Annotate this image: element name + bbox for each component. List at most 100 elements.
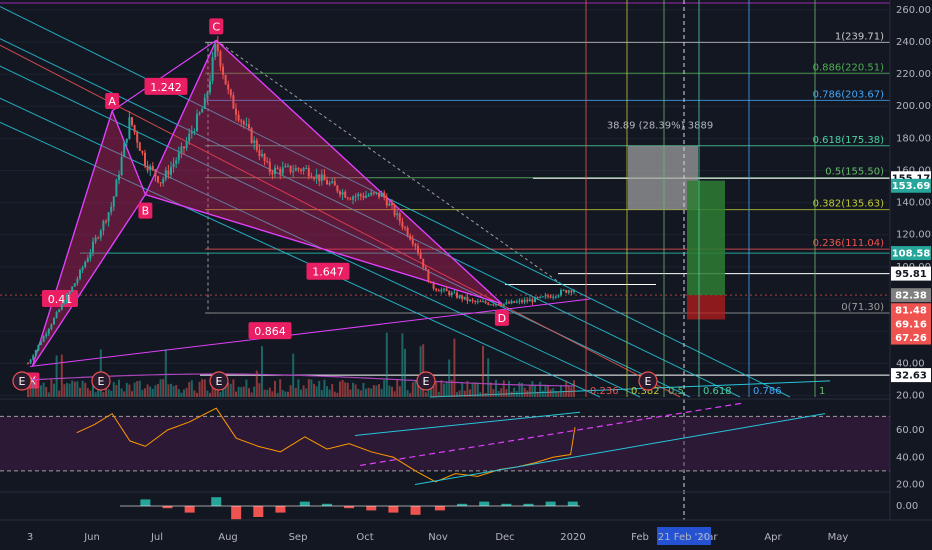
volume-bar-188 bbox=[515, 391, 518, 397]
volume-bar-141 bbox=[393, 391, 396, 397]
candle-body-28 bbox=[99, 230, 102, 238]
volume-bar-16 bbox=[68, 383, 71, 397]
volume-bar-207 bbox=[565, 380, 568, 397]
volume-bar-206 bbox=[562, 392, 565, 397]
volume-bar-8 bbox=[47, 392, 50, 397]
volume-bar-81 bbox=[237, 386, 240, 397]
candle-body-148 bbox=[411, 239, 414, 244]
volume-bar-3 bbox=[34, 379, 37, 397]
fib-retracement[interactable]: 1(239.71) 0.886(220.51) 0.786(203.67) 0.618… bbox=[0, 31, 890, 376]
histogram-pane[interactable] bbox=[0, 491, 932, 520]
time-fib-lines[interactable]: 0.236 0.382 0.5 0.618 0.786 1 bbox=[585, 0, 825, 397]
time-tick-8: 2020 bbox=[560, 532, 585, 543]
hist-tick-0: 0.00 bbox=[896, 501, 918, 512]
volume-bar-63 bbox=[190, 380, 193, 397]
point-badge-d[interactable] bbox=[494, 309, 509, 326]
price-tag-7 bbox=[891, 330, 931, 345]
candle-body-76 bbox=[224, 74, 227, 85]
volume-bar-197 bbox=[539, 381, 542, 397]
volume-bar-120 bbox=[339, 381, 341, 397]
volume-bar-179 bbox=[492, 389, 495, 397]
candle-body-210 bbox=[573, 290, 575, 293]
osc-tick-2: 20.00 bbox=[896, 480, 925, 491]
candle-body-107 bbox=[305, 168, 308, 170]
volume-ma-line bbox=[27, 373, 575, 387]
volume-bar-176 bbox=[484, 392, 487, 397]
candle-body-59 bbox=[180, 146, 183, 153]
event-marker-4[interactable] bbox=[638, 371, 658, 391]
volume-bar-59 bbox=[180, 392, 183, 397]
volume-bar-46 bbox=[146, 384, 149, 397]
volume-bar-162 bbox=[448, 359, 451, 397]
volume-bar-154 bbox=[427, 385, 430, 397]
volume-bar-158 bbox=[437, 391, 440, 397]
volume-bar-98 bbox=[281, 389, 284, 397]
volume-bar-183 bbox=[502, 380, 505, 397]
volume-bar-151 bbox=[419, 346, 422, 397]
candle-body-93 bbox=[268, 161, 271, 173]
hist-bar-0 bbox=[140, 499, 151, 506]
time-crosshair-tag bbox=[657, 527, 711, 545]
oscillator-pane[interactable] bbox=[0, 398, 932, 486]
time-fib-label-0: 0.236 bbox=[590, 386, 619, 397]
volume-bar-173 bbox=[476, 382, 479, 397]
volume-bar-9 bbox=[50, 379, 53, 397]
candle-body-94 bbox=[271, 172, 274, 175]
volume-bars bbox=[27, 332, 575, 397]
point-badge-a[interactable] bbox=[105, 93, 120, 110]
volume-bar-92 bbox=[266, 389, 269, 397]
candle-body-41 bbox=[133, 125, 136, 133]
event-marker-1[interactable] bbox=[91, 371, 111, 391]
volume-bar-20 bbox=[79, 387, 81, 397]
hist-bar-4 bbox=[231, 506, 242, 520]
candle-body-151 bbox=[419, 252, 422, 259]
time-tick-6: Nov bbox=[428, 532, 448, 543]
candle-body-42 bbox=[136, 132, 139, 143]
ratio-label-1: 1.242 bbox=[150, 81, 182, 94]
candle-body-113 bbox=[320, 174, 323, 182]
event-marker-2[interactable] bbox=[209, 371, 229, 391]
candle-body-126 bbox=[354, 196, 357, 198]
volume-bar-157 bbox=[435, 382, 438, 397]
candle-body-144 bbox=[401, 221, 404, 228]
candle-body-64 bbox=[193, 131, 196, 133]
volume-bar-204 bbox=[557, 391, 560, 397]
event-marker-3[interactable] bbox=[416, 371, 436, 391]
event-marker-0[interactable] bbox=[12, 371, 32, 391]
volume-bar-130 bbox=[365, 388, 367, 397]
ratio-badge-1[interactable] bbox=[144, 77, 188, 95]
candle-body-47 bbox=[149, 165, 152, 171]
volume-bar-200 bbox=[547, 386, 549, 397]
fib-trend-diagonal bbox=[215, 39, 561, 284]
candle-body-198 bbox=[541, 296, 544, 298]
ratio-badge-2[interactable] bbox=[306, 262, 350, 280]
point-label-a: A bbox=[108, 95, 116, 108]
point-badge-c[interactable] bbox=[209, 18, 224, 35]
volume-bar-106 bbox=[302, 385, 305, 397]
candle-body-97 bbox=[279, 168, 282, 174]
candle-body-129 bbox=[362, 195, 365, 198]
ratio-badge-3[interactable] bbox=[248, 322, 292, 340]
time-axis[interactable]: 3JunJulAugSepOctNovDec2020FebMarAprMay21… bbox=[0, 519, 932, 550]
volume-bar-65 bbox=[196, 392, 198, 397]
volume-bar-86 bbox=[250, 392, 253, 397]
price-tick-12: 20.00 bbox=[896, 390, 925, 401]
volume-bar-55 bbox=[170, 383, 172, 397]
volume-bar-138 bbox=[385, 332, 388, 397]
candle-body-209 bbox=[570, 290, 573, 293]
position-tool[interactable]: 38.89 (28.39%) 3889 bbox=[607, 0, 725, 520]
candle-body-139 bbox=[388, 203, 391, 206]
volume-bar-108 bbox=[307, 379, 310, 397]
volume-bar-6 bbox=[42, 382, 45, 397]
point-badge-b[interactable] bbox=[138, 202, 153, 219]
volume-bar-22 bbox=[84, 382, 87, 397]
candle-body-115 bbox=[326, 180, 328, 185]
candle-body-26 bbox=[94, 237, 97, 242]
candle-body-125 bbox=[352, 196, 354, 200]
candle-body-90 bbox=[261, 153, 263, 157]
candle-body-166 bbox=[458, 295, 461, 298]
volume-bar-32 bbox=[110, 390, 113, 397]
candle-body-100 bbox=[287, 165, 289, 167]
